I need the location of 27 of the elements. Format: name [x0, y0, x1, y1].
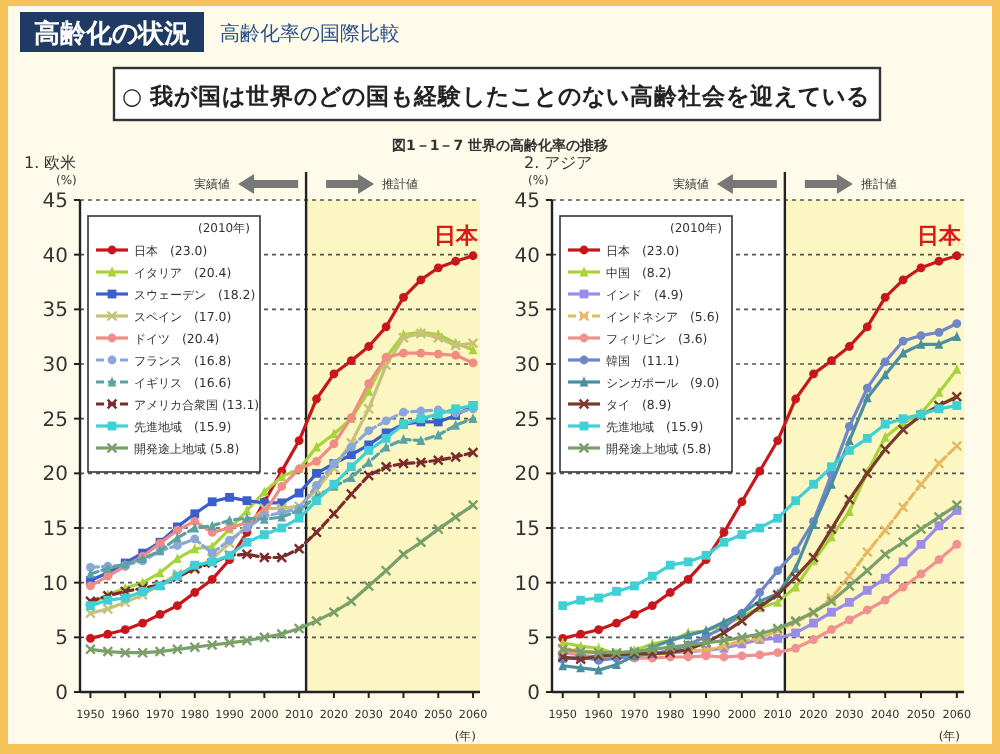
y-tick-label: 30: [42, 355, 68, 377]
annotation: 日本: [433, 222, 480, 249]
text: 高齢化の状況: [34, 18, 190, 50]
y-tick-label: 40: [514, 245, 540, 268]
y-tick-label: 10: [514, 573, 540, 596]
y-tick-label: 45: [514, 191, 540, 213]
y-tick-label: 10: [42, 573, 68, 596]
y-tick-label: 25: [42, 409, 68, 432]
y-tick-label: 40: [42, 245, 68, 268]
y-tick-label: 35: [42, 300, 68, 323]
y-tick-label: 15: [514, 519, 540, 541]
text: ○ 我が国は世界のどの国も経験したことのない高齢社会を迎えている: [121, 82, 871, 110]
text: 高齢化率の国際比較: [220, 22, 400, 46]
y-tick-label: 5: [527, 628, 540, 651]
y-tick-label: 25: [514, 409, 540, 432]
annotation: 日本: [916, 222, 963, 249]
y-tick-label: 0: [55, 683, 68, 705]
y-tick-label: 5: [55, 628, 68, 651]
chart-title: 2. アジア: [524, 154, 593, 172]
y-tick-label: 30: [514, 355, 540, 377]
y-tick-label: 20: [514, 464, 540, 487]
y-tick-label: 45: [42, 191, 68, 213]
y-tick-label: 0: [527, 683, 540, 705]
y-tick-label: 35: [514, 300, 540, 323]
y-tick-label: 20: [42, 464, 68, 487]
y-tick-label: 15: [42, 519, 68, 541]
chart-title: 1. 欧米: [24, 154, 77, 172]
